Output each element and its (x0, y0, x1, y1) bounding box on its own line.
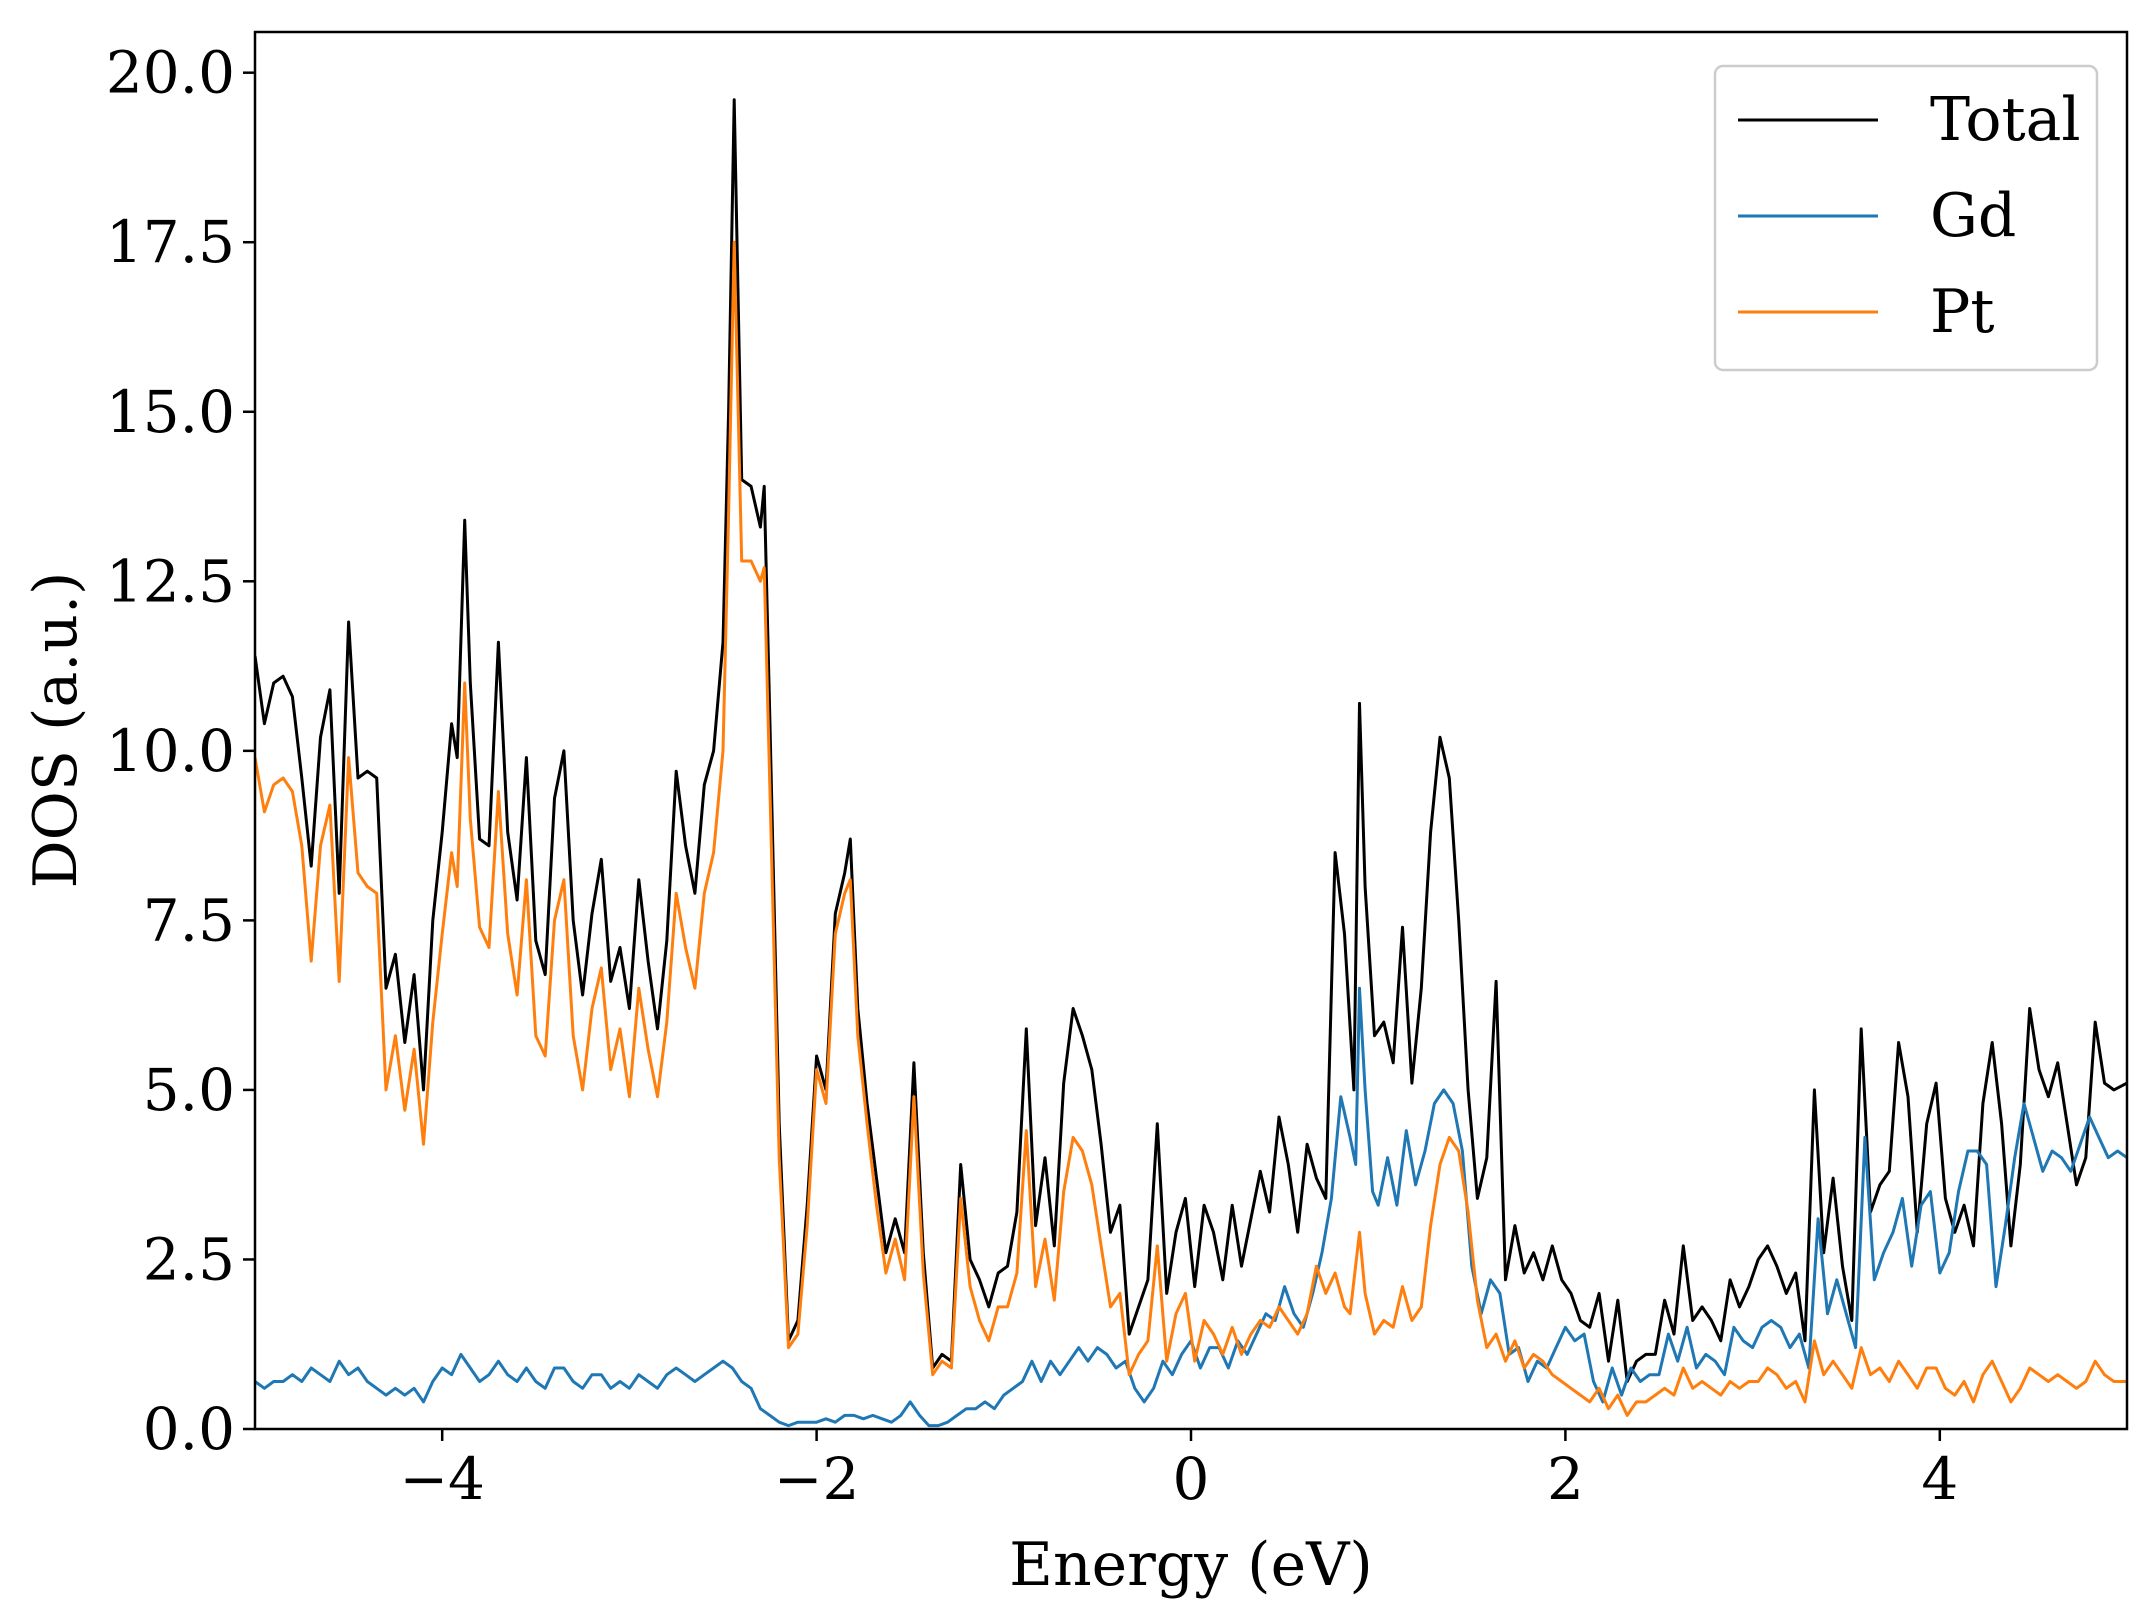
y-tick-label: 7.5 (143, 886, 235, 954)
y-axis-label: DOS (a.u.) (21, 572, 91, 889)
legend-label-gd: Gd (1930, 181, 2016, 251)
x-axis: −4 −2 0 2 4 (399, 1429, 1958, 1513)
legend-label-total: Total (1930, 85, 2081, 155)
y-tick-label: 0.0 (143, 1395, 235, 1463)
x-tick-label: 4 (1921, 1445, 1958, 1513)
series-line-gd (255, 986, 2127, 1428)
x-tick-label: −4 (399, 1445, 485, 1513)
x-axis-label: Energy (eV) (1009, 1530, 1373, 1600)
y-tick-label: 5.0 (143, 1056, 235, 1124)
y-tick-label: 15.0 (106, 378, 235, 446)
legend-label-pt: Pt (1930, 277, 1994, 347)
y-axis: 0.0 2.5 5.0 7.5 10.0 12.5 15.0 17.5 20.0 (106, 39, 255, 1463)
y-tick-label: 2.5 (143, 1225, 235, 1293)
y-tick-label: 12.5 (106, 547, 235, 615)
x-tick-label: −2 (774, 1445, 860, 1513)
y-tick-label: 10.0 (106, 717, 235, 785)
legend: Total Gd Pt (1713, 64, 2099, 372)
y-tick-label: 17.5 (106, 208, 235, 276)
y-tick-label: 20.0 (106, 39, 235, 107)
series-line-pt (255, 240, 2127, 1417)
legend-box (1713, 64, 2099, 372)
series-line-total (255, 98, 2127, 1383)
x-tick-label: 2 (1547, 1445, 1584, 1513)
x-tick-label: 0 (1173, 1445, 1210, 1513)
series-layer (255, 98, 2127, 1428)
